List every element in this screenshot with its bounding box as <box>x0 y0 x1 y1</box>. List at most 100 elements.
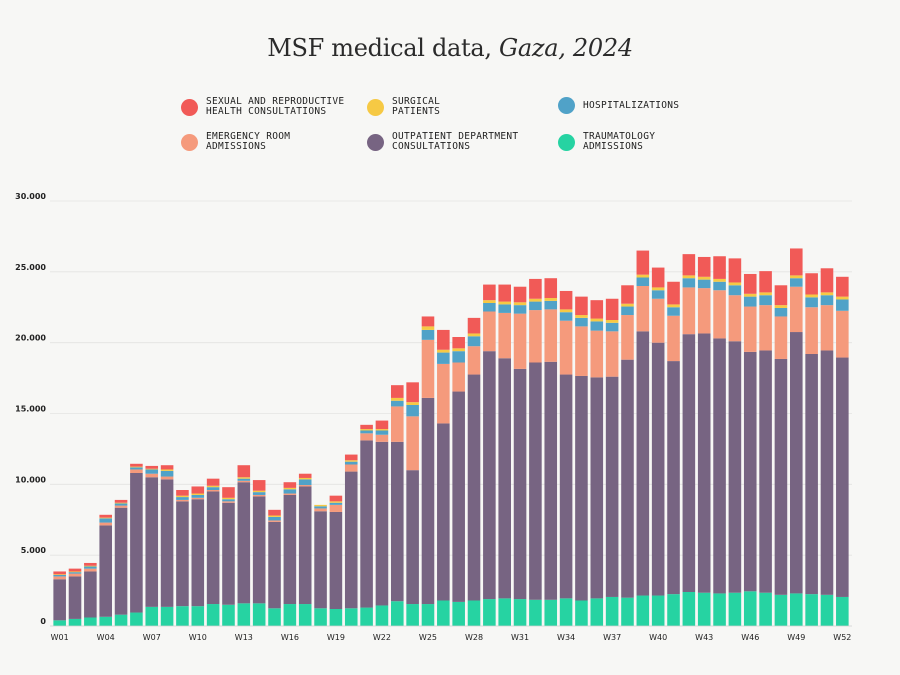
bar-segment <box>559 598 573 627</box>
bar-segment <box>406 402 419 405</box>
bar-segment <box>160 465 174 470</box>
bar-segment <box>529 310 542 363</box>
legend-swatch-surgical <box>367 98 384 116</box>
bar-segment <box>53 620 66 626</box>
bar-segment <box>314 511 327 609</box>
bar-segment <box>360 433 373 441</box>
bar-segment <box>114 505 128 508</box>
bar-segment <box>790 248 803 276</box>
bar-segment <box>421 339 435 398</box>
x-tick-label: W07 <box>143 633 161 642</box>
bar-segment <box>529 298 542 302</box>
legend-label-traumatology: TRAUMATOLOGY ADMISSIONS <box>583 131 656 152</box>
bar-segment <box>682 334 696 592</box>
bar-segment <box>99 616 112 626</box>
bar-segment <box>759 592 772 626</box>
bar-segment <box>452 337 465 349</box>
bar-segment <box>298 604 312 626</box>
bar-segment <box>344 460 358 462</box>
legend-item-surgical: SURGICAL PATIENTS <box>367 97 462 117</box>
bar-segment <box>513 368 527 600</box>
bar-segment <box>575 296 588 316</box>
bar-segment <box>99 517 112 519</box>
bar-segment <box>667 361 680 595</box>
legend-item-sexual: SEXUAL AND REPRODUCTIVE HEALTH CONSULTAT… <box>181 97 356 117</box>
x-tick-label: W40 <box>649 633 667 642</box>
bar-segment <box>406 604 419 626</box>
x-tick-label: W49 <box>787 633 805 642</box>
bar-segment <box>68 576 82 619</box>
bar-segment <box>391 406 404 442</box>
bar-segment <box>160 470 174 477</box>
bar-segment <box>820 295 834 306</box>
bar-segment <box>774 307 788 317</box>
bar-segment <box>252 603 266 626</box>
bar-segment <box>513 305 527 314</box>
bar-segment <box>682 592 696 626</box>
bar-segment <box>575 326 588 376</box>
legend-label-sexual: SEXUAL AND REPRODUCTIVE HEALTH CONSULTAT… <box>206 96 345 117</box>
x-tick-label: W37 <box>603 633 621 642</box>
bar-segment <box>391 441 404 602</box>
bar-segment <box>728 285 742 296</box>
x-tick-label: W25 <box>419 633 437 642</box>
bar-segment <box>605 376 619 597</box>
bar-segment <box>222 497 235 500</box>
bar-segment <box>145 477 159 607</box>
bar-segment <box>743 273 757 294</box>
bar-segment <box>483 351 496 600</box>
bar-segment <box>268 520 281 522</box>
bar-segment <box>252 480 266 491</box>
bar-segment <box>820 594 834 626</box>
bar-segment <box>605 298 619 320</box>
bar-segment <box>176 497 189 500</box>
bar-segment <box>590 330 604 378</box>
bar-segment <box>728 341 742 593</box>
bar-segment <box>68 573 82 577</box>
bar-segment <box>790 278 803 287</box>
bar-segment <box>697 276 711 280</box>
bar-segment <box>130 473 143 613</box>
x-tick-label: W19 <box>327 633 345 642</box>
bar-segment <box>114 499 128 503</box>
bar-segment <box>99 518 112 523</box>
bar-segment <box>252 496 266 604</box>
bar-segment <box>237 465 251 478</box>
bar-segment <box>314 506 327 509</box>
bar-segment <box>743 351 757 592</box>
bar-segment <box>621 359 634 598</box>
bar-segment <box>375 429 389 431</box>
bar-segment <box>805 307 818 354</box>
bar-segment <box>790 332 803 594</box>
bar-segment <box>590 377 604 599</box>
bar-segment <box>145 465 159 469</box>
bar-segment <box>314 608 327 626</box>
bar-segment <box>483 599 496 626</box>
bar-segment <box>176 499 189 502</box>
chart-title-main: MSF medical data, <box>267 34 500 62</box>
bar-segment <box>237 477 251 479</box>
bar-segment <box>375 420 389 430</box>
bar-segment <box>605 596 619 626</box>
legend-item-hospitalizations: HOSPITALIZATIONS <box>558 97 733 114</box>
bar-segment <box>314 504 327 507</box>
bar-segment <box>191 493 205 495</box>
y-tick-label: 10.000 <box>15 475 46 484</box>
bar-segment <box>498 598 511 627</box>
bar-segment <box>498 312 511 359</box>
bar-segment <box>160 606 174 627</box>
bar-segment <box>68 568 82 572</box>
bar-segment <box>759 350 772 593</box>
bar-segment <box>53 571 66 575</box>
bar-segment <box>774 285 788 306</box>
bar-segment <box>191 499 205 607</box>
bar-segment <box>513 599 527 626</box>
bar-segment <box>805 297 818 308</box>
bar-segment <box>375 441 389 606</box>
bar-segment <box>437 600 450 626</box>
bar-segment <box>84 565 97 567</box>
bar-segment <box>452 348 465 352</box>
bar-segment <box>375 605 389 626</box>
legend-swatch-emergency <box>181 133 198 151</box>
